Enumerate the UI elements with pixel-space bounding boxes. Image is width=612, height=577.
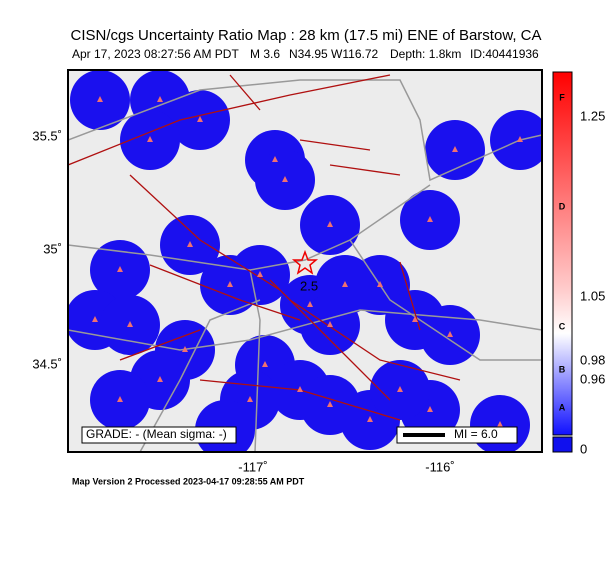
lat-label: 35.5˚ [32, 128, 62, 143]
date: Apr 17, 2023 08:27:56 AM PDT [72, 47, 239, 61]
map: 2.5 GRADE: - (Mean sigma: -) MI = 6.0 [68, 70, 542, 452]
lat-label: 34.5˚ [32, 356, 62, 371]
station [147, 136, 153, 142]
grade-letter: B [559, 364, 566, 374]
station [307, 301, 313, 307]
epicenter [291, 249, 319, 275]
contour-label: 2.5 [300, 278, 318, 293]
station [517, 136, 523, 142]
station [397, 386, 403, 392]
grade: GRADE: - (Mean sigma: -) [86, 427, 227, 441]
station [427, 406, 433, 412]
lon-label: -116˚ [425, 459, 454, 474]
station [327, 221, 333, 227]
station [272, 156, 278, 162]
depth: Depth: 1.8km [390, 47, 461, 61]
colorbar-value: 0.98 [580, 352, 605, 367]
station [157, 96, 163, 102]
magnitude: M 3.6 [250, 47, 280, 61]
station [427, 216, 433, 222]
lon-label: -117˚ [238, 459, 267, 474]
station [342, 281, 348, 287]
colorbar-value: 0.96 [580, 371, 605, 386]
colorbar [552, 71, 573, 436]
colorbar-value: 0 [580, 441, 587, 456]
station [297, 386, 303, 392]
station [247, 396, 253, 402]
title: CISN/cgs Uncertainty Ratio Map : 28 km (… [71, 27, 542, 44]
faults [68, 74, 461, 421]
station [447, 331, 453, 337]
station [97, 96, 103, 102]
station [257, 271, 263, 277]
station [127, 321, 133, 327]
grade-letter: C [559, 321, 566, 331]
station [367, 416, 373, 422]
station [497, 421, 503, 427]
station [182, 346, 188, 352]
scale-box [396, 426, 518, 444]
station [117, 396, 123, 402]
grade-box [81, 426, 237, 444]
station [327, 321, 333, 327]
colorbar-value: 1.25 [580, 108, 605, 123]
grade-letter: A [559, 402, 566, 412]
station [377, 281, 383, 287]
event-id: ID:40441936 [470, 47, 539, 61]
station [197, 116, 203, 122]
uncertainty-areas [68, 70, 542, 452]
colorbar-value: 1.05 [580, 288, 605, 303]
lat-label: 35˚ [43, 241, 62, 256]
scale: MI = 6.0 [454, 427, 498, 441]
grade-letter: D [559, 201, 566, 211]
station [157, 376, 163, 382]
grade-letter: F [559, 92, 565, 102]
station [187, 241, 193, 247]
station [262, 361, 268, 367]
station [452, 146, 458, 152]
uncertainty-area [490, 110, 542, 170]
location: N34.95 W116.72 [289, 47, 378, 61]
station [412, 316, 418, 322]
station [282, 176, 288, 182]
footer: Map Version 2 Processed 2023-04-17 09:28… [72, 476, 305, 486]
station [327, 401, 333, 407]
station [227, 281, 233, 287]
roads [68, 79, 542, 452]
station [117, 266, 123, 272]
map-frame [67, 69, 543, 453]
station [92, 316, 98, 322]
colorbar-zero [552, 436, 573, 453]
